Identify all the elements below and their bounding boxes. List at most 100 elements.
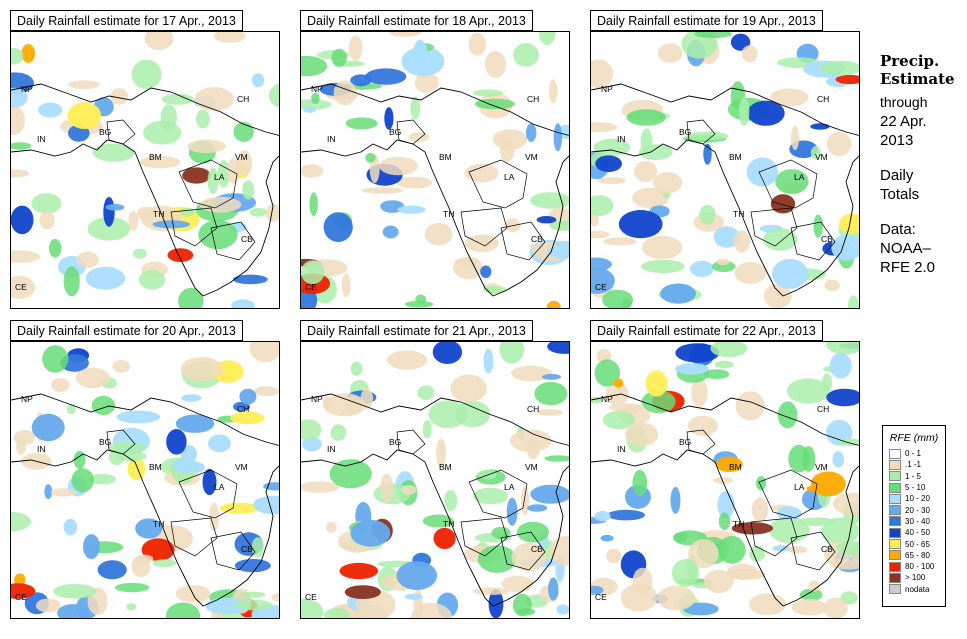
- rain-cell: [520, 486, 530, 516]
- rain-cell: [829, 352, 852, 379]
- legend-row: 5 - 10: [883, 482, 945, 493]
- country-label: CE: [15, 282, 27, 292]
- country-label: TH: [153, 519, 164, 529]
- rain-cell: [175, 414, 215, 433]
- rain-cell: [144, 32, 174, 51]
- rain-cell: [713, 226, 740, 248]
- country-label: CE: [305, 282, 317, 292]
- rain-cell: [699, 204, 716, 225]
- rain-cell: [386, 350, 428, 370]
- rain-cell: [483, 348, 494, 374]
- rain-cell: [594, 359, 620, 387]
- rain-cell: [396, 561, 438, 590]
- rain-cell: [641, 235, 683, 260]
- rain-cell: [738, 97, 750, 127]
- rain-cell: [333, 80, 357, 106]
- rain-cell: [536, 409, 563, 416]
- rainfall-map: NP CH IN BG BM VM LA TH CB CE: [590, 31, 860, 309]
- legend-swatch: [889, 448, 901, 459]
- rain-cell: [710, 342, 748, 358]
- interior-border: [106, 429, 256, 571]
- rain-cell: [823, 597, 848, 618]
- rain-cell: [810, 146, 821, 160]
- country-label: VM: [235, 462, 248, 472]
- rain-cell: [714, 360, 734, 369]
- rain-cell: [517, 521, 549, 543]
- country-label: CB: [531, 234, 543, 244]
- rain-cell: [51, 378, 70, 392]
- rain-cell: [735, 391, 765, 421]
- legend-swatch: [889, 584, 901, 595]
- data-line: Data:: [880, 221, 916, 238]
- rain-cell: [301, 481, 340, 493]
- rain-cell: [105, 204, 125, 211]
- rain-cell: [404, 593, 423, 600]
- rain-cell: [675, 363, 709, 375]
- rain-cell: [112, 360, 131, 373]
- legend-label: 40 - 50: [905, 528, 930, 538]
- rainfall-map: NP CH IN BG BM VM LA TH CB CE: [10, 31, 280, 309]
- rain-cell: [681, 32, 718, 59]
- rain-cell: [526, 438, 540, 460]
- rain-cell: [799, 588, 823, 601]
- legend-label: 30 - 40: [905, 516, 930, 526]
- rain-cell: [730, 33, 751, 51]
- rain-cell: [819, 60, 859, 76]
- rain-cell: [331, 48, 347, 67]
- rain-cell: [161, 93, 194, 105]
- rain-cell: [379, 156, 419, 176]
- rain-cell: [422, 514, 454, 528]
- rain-cell: [641, 259, 685, 274]
- rain-cell: [506, 497, 518, 526]
- rain-cell: [763, 228, 798, 251]
- rain-cell: [339, 562, 379, 580]
- rain-cell: [613, 378, 624, 388]
- coastline: [301, 139, 569, 297]
- legend-swatch: [889, 527, 901, 538]
- panel-title: Daily Rainfall estimate for 22 Apr., 201…: [590, 320, 823, 341]
- panel-title: Daily Rainfall estimate for 19 Apr., 201…: [590, 10, 823, 31]
- rain-cell: [365, 68, 407, 85]
- rain-cell: [529, 242, 556, 249]
- rain-cell: [690, 260, 714, 277]
- rain-cell: [485, 51, 506, 78]
- rain-cell: [756, 476, 767, 491]
- legend-label: 5 - 10: [905, 483, 926, 493]
- country-label: IN: [327, 134, 336, 144]
- rain-cell: [160, 104, 177, 131]
- country-label: CE: [595, 592, 607, 602]
- rfe-legend: RFE (mm) 0 - 1.1 -1 1 - 5 5 - 10 10 - 20 20 …: [882, 425, 946, 607]
- rain-cell: [618, 210, 663, 239]
- legend-swatch: [889, 516, 901, 527]
- rain-cell: [454, 258, 478, 266]
- country-label: CB: [241, 544, 253, 554]
- rainfall-map: NP CH IN BG BM VM LA TH CB CE: [10, 341, 280, 619]
- legend-row: nodata: [883, 584, 945, 595]
- rain-cell: [591, 585, 604, 595]
- rain-cell: [511, 365, 552, 382]
- country-border: [591, 83, 859, 136]
- rain-cell: [591, 122, 618, 133]
- rain-cell: [606, 382, 629, 406]
- country-label: BG: [389, 127, 401, 137]
- rain-cell: [384, 107, 394, 130]
- country-border: [11, 83, 279, 136]
- rain-cell: [135, 554, 154, 563]
- rain-cell: [645, 370, 668, 397]
- country-label: LA: [794, 172, 805, 182]
- rain-cell: [239, 388, 257, 405]
- rain-cell: [749, 545, 766, 562]
- rain-cell: [634, 161, 658, 182]
- rain-cell: [230, 411, 265, 425]
- legend-label: 50 - 65: [905, 539, 930, 549]
- rain-cell: [591, 195, 614, 217]
- country-label: IN: [327, 444, 336, 454]
- rain-cell: [135, 518, 163, 539]
- rain-cell: [492, 129, 528, 150]
- rain-cell: [202, 468, 217, 496]
- rain-cell: [465, 163, 499, 183]
- rain-cell: [63, 266, 80, 297]
- country-label: CH: [527, 404, 539, 414]
- rain-cell: [11, 583, 36, 599]
- rain-cell: [234, 559, 271, 573]
